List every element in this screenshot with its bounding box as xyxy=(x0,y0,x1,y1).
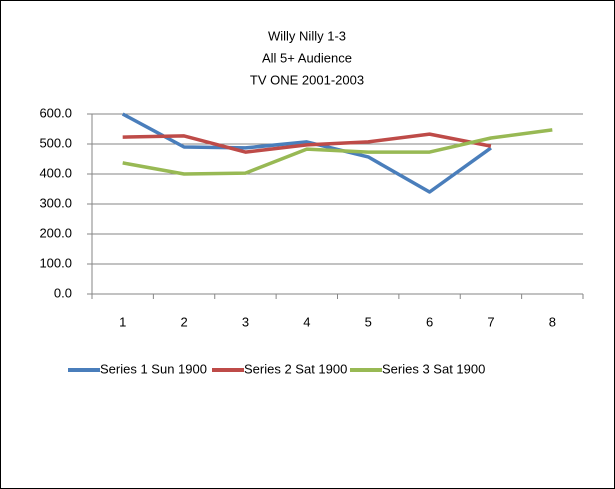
legend-label: Series 3 Sat 1900 xyxy=(382,361,485,376)
chart-title: All 5+ Audience xyxy=(262,50,352,65)
y-tick-label: 100.0 xyxy=(39,255,72,270)
chart-title: Willy Nilly 1-3 xyxy=(268,28,346,43)
x-tick-label: 3 xyxy=(242,314,249,329)
x-tick-label: 8 xyxy=(549,314,556,329)
x-tick-label: 4 xyxy=(303,314,310,329)
legend-label: Series 2 Sat 1900 xyxy=(244,361,347,376)
y-tick-label: 500.0 xyxy=(39,135,72,150)
series-line xyxy=(122,128,553,176)
legend-label: Series 1 Sun 1900 xyxy=(100,361,207,376)
y-tick-label: 0.0 xyxy=(54,285,72,300)
x-tick-label: 1 xyxy=(119,314,126,329)
series-line xyxy=(122,132,492,154)
y-tick-label: 600.0 xyxy=(39,105,72,120)
y-tick-label: 400.0 xyxy=(39,165,72,180)
y-tick-label: 300.0 xyxy=(39,195,72,210)
x-tick-label: 7 xyxy=(487,314,494,329)
x-tick-label: 2 xyxy=(180,314,187,329)
x-tick-label: 6 xyxy=(426,314,433,329)
series-line xyxy=(121,112,492,194)
y-tick-label: 200.0 xyxy=(39,225,72,240)
x-tick-label: 5 xyxy=(365,314,372,329)
chart-title: TV ONE 2001-2003 xyxy=(250,72,364,87)
